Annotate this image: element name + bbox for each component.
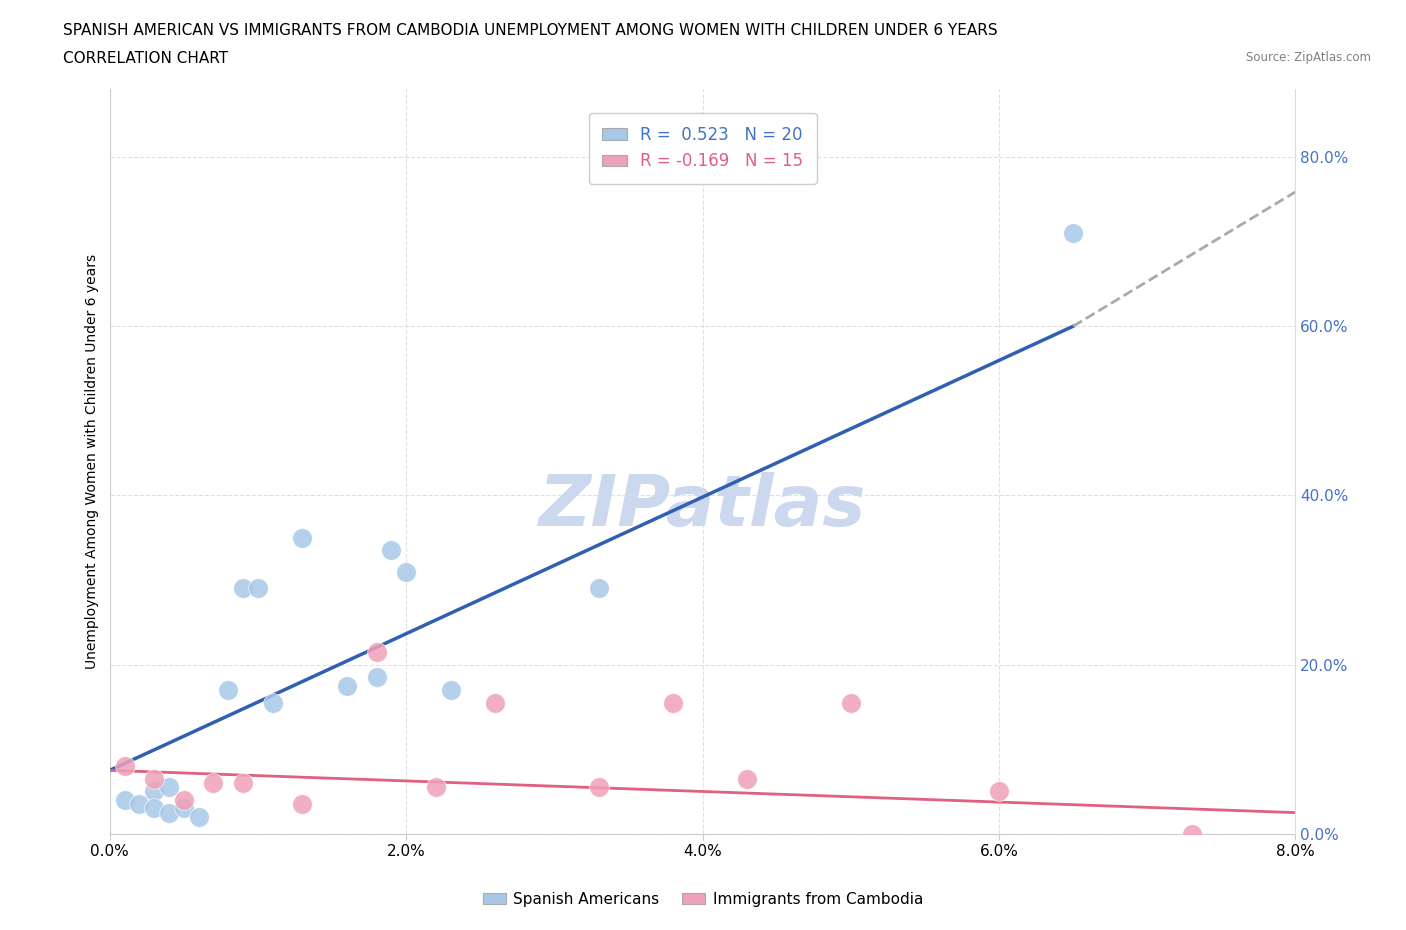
Text: ZIPatlas: ZIPatlas [538,472,866,540]
Point [187,809,209,824]
Point [291,530,314,545]
Point [173,792,195,807]
Point [232,776,254,790]
Point [217,683,239,698]
Point [291,797,314,812]
Point [336,678,359,693]
Legend: Spanish Americans, Immigrants from Cambodia: Spanish Americans, Immigrants from Cambo… [477,886,929,913]
Point [232,581,254,596]
Text: CORRELATION CHART: CORRELATION CHART [63,51,228,66]
Point [1181,827,1204,842]
Point [588,581,610,596]
Point [839,696,862,711]
Point [157,805,180,820]
Point [662,696,685,711]
Point [380,543,402,558]
Point [157,780,180,795]
Point [114,792,136,807]
Point [425,780,447,795]
Text: SPANISH AMERICAN VS IMMIGRANTS FROM CAMBODIA UNEMPLOYMENT AMONG WOMEN WITH CHILD: SPANISH AMERICAN VS IMMIGRANTS FROM CAMB… [63,23,998,38]
Point [202,776,225,790]
Point [114,759,136,774]
Point [366,644,388,659]
Point [484,696,506,711]
Point [143,771,166,786]
Point [988,784,1011,799]
Point [128,797,150,812]
Point [246,581,269,596]
Point [366,670,388,684]
Text: Source: ZipAtlas.com: Source: ZipAtlas.com [1246,51,1371,64]
Point [262,696,284,711]
Point [143,801,166,816]
Y-axis label: Unemployment Among Women with Children Under 6 years: Unemployment Among Women with Children U… [86,254,100,670]
Point [143,784,166,799]
Point [588,780,610,795]
Legend: R =  0.523   N = 20, R = -0.169   N = 15: R = 0.523 N = 20, R = -0.169 N = 15 [589,113,817,183]
Point [735,771,758,786]
Point [1062,226,1084,241]
Point [173,801,195,816]
Point [395,565,418,579]
Point [439,683,461,698]
